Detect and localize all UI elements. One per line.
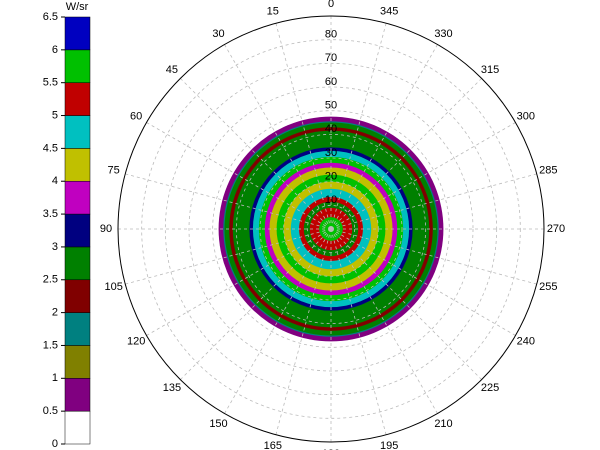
angle-label: 30 [212,28,224,40]
angle-label: 180 [322,448,340,450]
angle-label: 90 [100,223,112,235]
angle-label: 330 [434,28,452,40]
colorbar-tick-label: 6.5 [43,11,58,23]
colorbar-swatch [64,279,91,313]
colorbar-swatch [64,246,91,281]
colorbar-swatch [64,148,91,182]
colorbar-tick-label: 1 [52,372,58,384]
angle-label: 300 [517,110,535,122]
radial-label: 40 [325,123,337,135]
angle-label: 315 [481,64,499,76]
angle-label: 285 [539,165,557,177]
colorbar-tick-label: 1.5 [43,339,58,351]
angle-label: 270 [547,223,565,235]
radial-label: 10 [325,194,337,206]
colorbar-tick-label: 6 [52,44,58,56]
angle-label: 75 [108,165,120,177]
colorbar-swatch [64,82,91,116]
grid-circle [141,39,521,419]
angle-label: 0 [328,0,334,10]
angle-label: 150 [209,418,227,430]
angle-label: 240 [517,335,535,347]
colorbar-swatch [64,378,91,412]
angle-label: 60 [130,110,142,122]
angle-label: 195 [380,440,398,450]
grid-circle [188,86,474,372]
colorbar-tick-label: 4.5 [43,142,58,154]
angle-label: 15 [267,6,279,18]
colorbar-tick-label: 0 [52,438,58,450]
colorbar-swatch [64,213,91,248]
colorbar-swatch [64,345,91,379]
angle-label: 345 [380,6,398,18]
angle-label: 255 [539,281,557,293]
radial-label: 30 [325,147,337,159]
angle-label: 45 [166,64,178,76]
grid-circle [212,110,450,348]
angle-label: 135 [163,382,181,394]
colorbar-tick-label: 0.5 [43,405,58,417]
angle-label: 210 [434,418,452,430]
colorbar-swatch [64,312,91,346]
grid-circle [259,157,403,301]
colorbar-tick-label: 2.5 [43,274,58,286]
angle-label: 165 [264,440,282,450]
colorbar-tick-label: 5.5 [43,77,58,89]
colorbar-swatch [64,115,91,149]
grid-circle [306,204,356,254]
radial-label: 50 [325,100,337,112]
colorbar-tick-label: 3.5 [43,208,58,220]
outer-circle [117,15,545,443]
angle-label: 120 [127,335,145,347]
colorbar-tick-label: 5 [52,109,58,121]
grid-circle [283,181,379,277]
radial-label: 70 [325,52,337,64]
colorbar-tick-label: 3 [52,241,58,253]
grid-circle [235,133,427,325]
colorbar-swatch [64,49,91,83]
colorbar-swatch [64,180,91,215]
radial-label: 60 [325,76,337,88]
colorbar-label: W/sr [66,1,89,13]
angle-label: 225 [481,382,499,394]
colorbar-tick-label: 2 [52,307,58,319]
colorbar-swatch [64,410,91,445]
colorbar-swatch [64,16,91,51]
radial-label: 20 [325,171,337,183]
colorbar-tick-label: 4 [52,175,58,187]
grid-circle [164,62,498,396]
angle-label: 105 [104,281,122,293]
radial-label: 80 [325,29,337,41]
